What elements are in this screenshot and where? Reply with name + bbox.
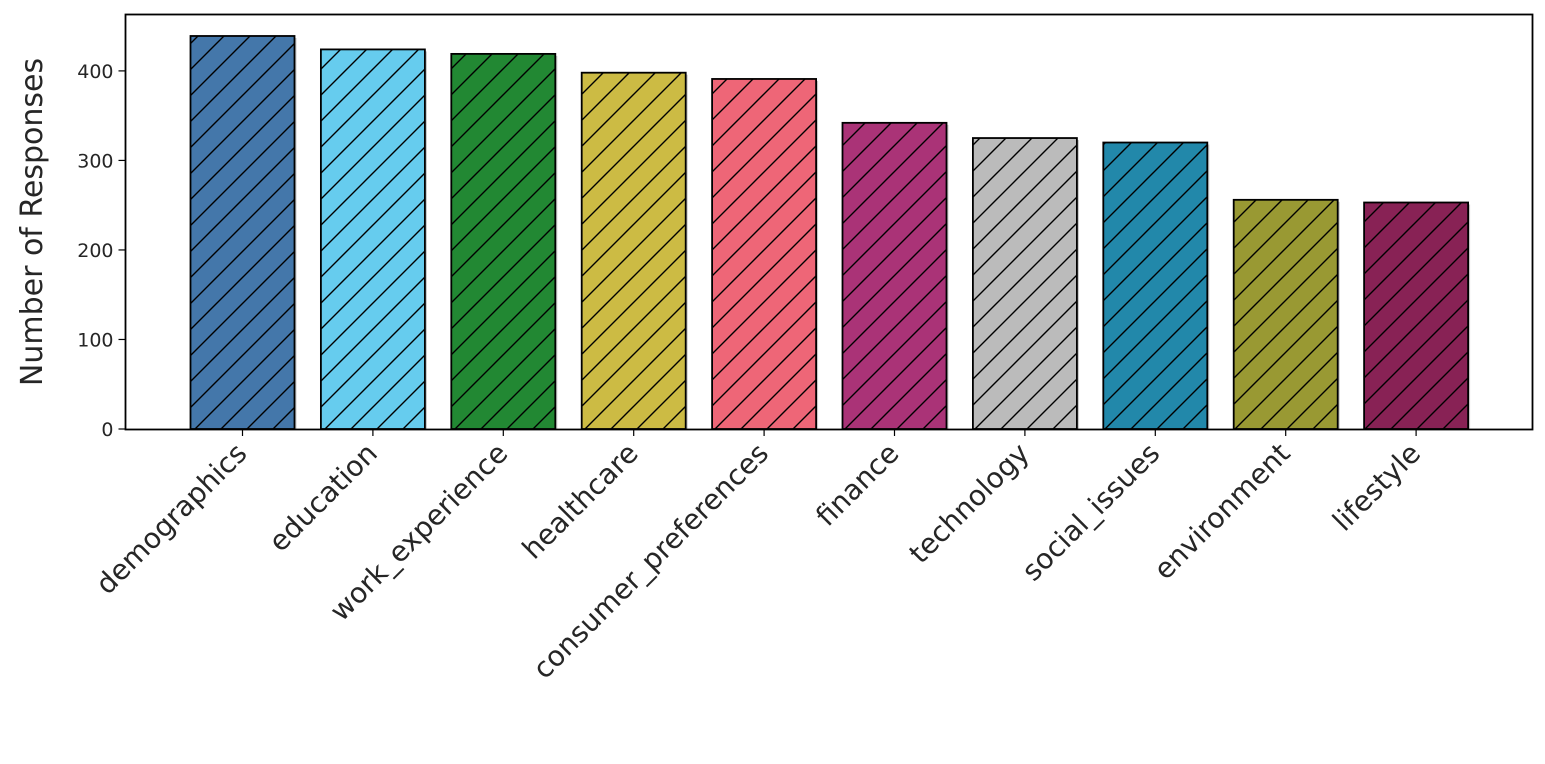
x-tick-label: technology [903, 437, 1036, 570]
bar-demographics [189, 35, 297, 430]
bar-consumer-preferences [711, 78, 819, 430]
x-tick-label: demographics [89, 437, 253, 601]
bar-education [319, 48, 427, 430]
y-tick-label: 100 [77, 329, 113, 351]
x-tick-label: environment [1147, 437, 1296, 586]
bars [189, 35, 1471, 430]
y-tick-label: 400 [77, 61, 113, 83]
x-tick-label: finance [809, 437, 905, 533]
svg-text:Number of Responses: Number of Responses [15, 58, 50, 386]
y-tick-label: 0 [101, 419, 113, 441]
y-axis-ticks: 0 100 200 300 400 [77, 61, 126, 441]
y-tick-label: 300 [77, 150, 113, 172]
x-tick-label: consumer_preferences [526, 437, 775, 686]
y-axis-title: Number of Responses [15, 58, 50, 386]
bar-lifestyle [1363, 201, 1471, 430]
x-tick-label: education [262, 437, 384, 559]
y-tick-label: 200 [77, 240, 113, 262]
x-tick-label: social_issues [1015, 437, 1166, 588]
x-tick-label: lifestyle [1326, 437, 1427, 538]
x-tick-label: healthcare [516, 437, 645, 566]
bar-social-issues [1102, 141, 1210, 430]
bar-healthcare [580, 71, 688, 430]
plot-frame [124, 13, 1534, 431]
bar-work-experience [450, 52, 558, 430]
bar-technology [972, 137, 1079, 430]
bar-environment [1232, 198, 1340, 430]
bar-finance [841, 121, 949, 430]
